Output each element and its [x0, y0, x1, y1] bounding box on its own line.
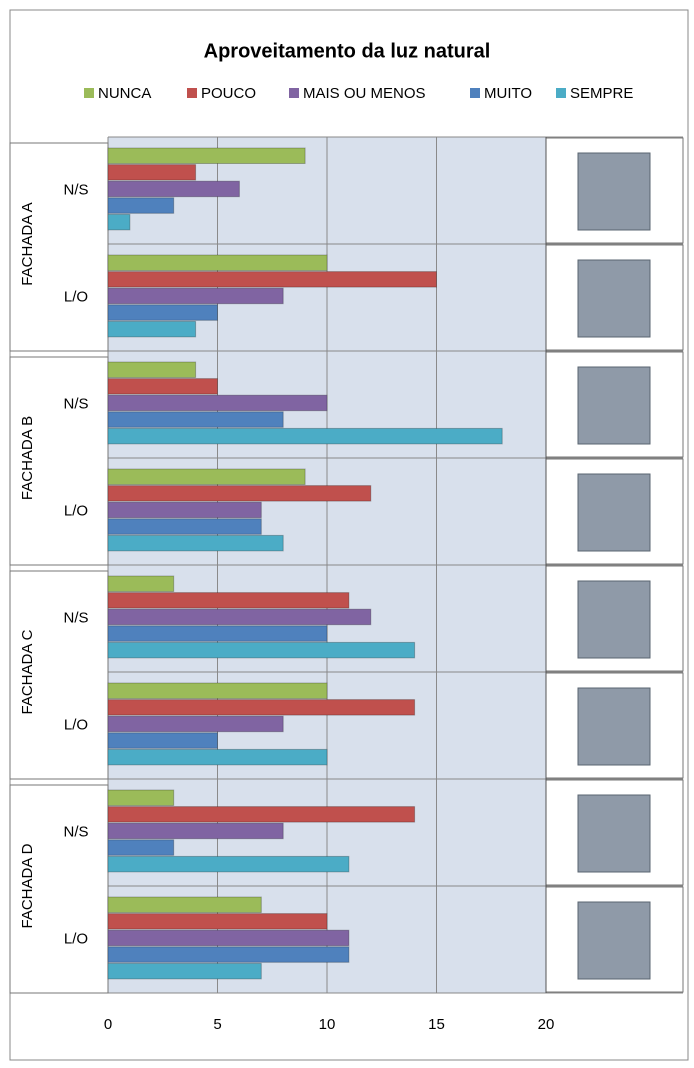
y-tick-label: N/S [63, 823, 88, 840]
bar [107, 575, 175, 592]
bar [107, 361, 197, 378]
building-photo [577, 366, 651, 445]
legend-swatch [84, 88, 94, 98]
group-box [9, 142, 109, 352]
x-tick-label: 20 [538, 1016, 555, 1033]
bar [107, 147, 306, 164]
bar [107, 592, 350, 609]
group-label: FACHADA A [19, 202, 36, 285]
building-photo [577, 901, 651, 980]
bar [107, 913, 328, 930]
y-tick-label: N/S [63, 181, 88, 198]
x-tick-label: 0 [104, 1016, 112, 1033]
y-tick-label: L/O [64, 930, 88, 947]
bar [107, 501, 262, 519]
bar [107, 641, 416, 659]
legend-label: NUNCA [98, 85, 151, 102]
group-box [9, 570, 109, 780]
bar [107, 855, 350, 873]
building-photo [577, 152, 651, 231]
chart-title: Aproveitamento da luz natural [204, 40, 491, 62]
bar [107, 411, 284, 428]
building-photo [577, 473, 651, 552]
legend-label: SEMPRE [570, 85, 633, 102]
bar [107, 485, 372, 502]
bar [107, 839, 175, 856]
bar [107, 394, 328, 412]
building-photo [577, 687, 651, 766]
y-tick-label: N/S [63, 395, 88, 412]
bar [107, 468, 306, 485]
bar [107, 427, 503, 445]
bar [107, 715, 284, 733]
bar [107, 625, 328, 642]
bar [107, 304, 218, 321]
bar [107, 962, 262, 980]
bar [107, 699, 416, 716]
bar [107, 806, 416, 823]
y-tick-label: N/S [63, 609, 88, 626]
group-label: FACHADA D [19, 843, 36, 928]
bar [107, 164, 197, 181]
bar [107, 287, 284, 305]
bar [107, 896, 262, 913]
bar [107, 929, 350, 947]
building-photo [577, 580, 651, 659]
legend-label: POUCO [201, 85, 256, 102]
bar [107, 180, 240, 198]
group-label: FACHADA B [19, 416, 36, 500]
bar [107, 378, 218, 395]
bar [107, 608, 372, 626]
building-photo [577, 259, 651, 338]
bar [107, 822, 284, 840]
bar [107, 789, 175, 806]
group-box [9, 784, 109, 994]
y-tick-label: L/O [64, 288, 88, 305]
bar [107, 197, 175, 214]
legend-swatch [470, 88, 480, 98]
building-photo [577, 794, 651, 873]
bar [107, 213, 131, 231]
legend-label: MUITO [484, 85, 532, 102]
y-tick-label: L/O [64, 716, 88, 733]
legend-swatch [556, 88, 566, 98]
bar [107, 946, 350, 963]
bar [107, 271, 437, 288]
group-label: FACHADA C [19, 629, 36, 714]
group-box [9, 356, 109, 566]
bar [107, 682, 328, 699]
y-tick-label: L/O [64, 502, 88, 519]
bar [107, 254, 328, 271]
bar [107, 534, 284, 552]
bar [107, 748, 328, 766]
bar [107, 320, 197, 338]
x-tick-label: 5 [213, 1016, 221, 1033]
x-tick-label: 15 [428, 1016, 445, 1033]
legend-swatch [187, 88, 197, 98]
legend-label: MAIS OU MENOS [303, 85, 426, 102]
bar [107, 732, 218, 749]
x-tick-label: 10 [319, 1016, 336, 1033]
bar [107, 518, 262, 535]
legend-swatch [289, 88, 299, 98]
